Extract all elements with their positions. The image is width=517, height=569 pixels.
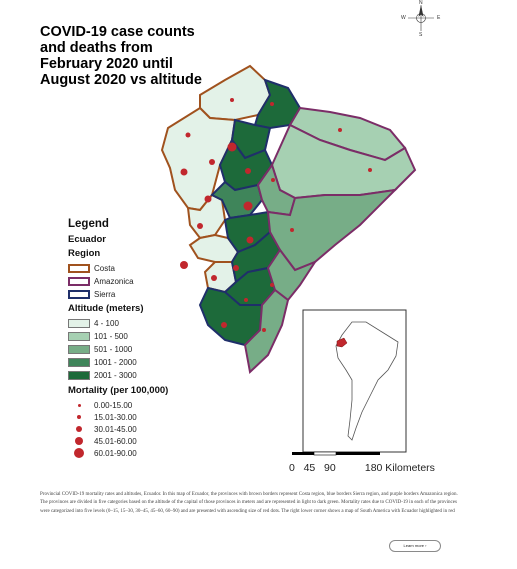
- learn-more-button[interactable]: Learn more ›: [389, 540, 441, 552]
- altitude-label: 501 - 1000: [94, 345, 133, 354]
- altitude-label: 2001 - 3000: [94, 371, 137, 380]
- mortality-dot: [233, 265, 239, 271]
- mortality-legend-item: 0.00-15.00: [68, 399, 188, 411]
- compass-rose: [408, 5, 434, 31]
- region-swatch: [68, 264, 90, 273]
- mortality-dot: [243, 201, 253, 211]
- mortality-dot: [197, 223, 203, 229]
- altitude-legend-item: 501 - 1000: [68, 343, 188, 356]
- region-label: Sierra: [94, 290, 116, 299]
- mortality-label: 60.01-90.00: [94, 448, 137, 458]
- mortality-dot: [270, 102, 274, 106]
- mortality-dot-symbol: [77, 403, 81, 407]
- mortality-dot: [290, 228, 294, 232]
- mortality-label: 15.01-30.00: [94, 412, 137, 422]
- mortality-dot: [211, 275, 217, 281]
- mortality-legend-item: 45.01-60.00: [68, 435, 188, 447]
- amazonica-zamora-province: [243, 288, 290, 374]
- mortality-dot: [185, 132, 191, 138]
- mortality-dot: [230, 98, 234, 102]
- altitude-legend-item: 101 - 500: [68, 330, 188, 343]
- mortality-dot: [244, 298, 248, 302]
- legend-country: Ecuador: [68, 234, 107, 245]
- mortality-dot: [221, 322, 227, 328]
- mortality-dot: [204, 195, 212, 203]
- altitude-legend-item: 4 - 100: [68, 317, 188, 330]
- altitude-swatch: [68, 371, 90, 380]
- mortality-legend-item: 60.01-90.00: [68, 447, 188, 459]
- altitude-legend-item: 1001 - 2000: [68, 356, 188, 369]
- scale-bar: [292, 451, 380, 456]
- mortality-dot: [180, 168, 188, 176]
- legend-mortality-heading: Mortality (per 100,000): [68, 385, 169, 396]
- mortality-dot: [271, 178, 275, 182]
- mortality-dot: [227, 142, 237, 152]
- mortality-label: 45.01-60.00: [94, 436, 137, 446]
- region-swatch: [68, 290, 90, 299]
- mortality-dots: [180, 98, 372, 332]
- mortality-label: 30.01-45.00: [94, 424, 137, 434]
- south-america-outline: [335, 321, 399, 441]
- altitude-legend: 4 - 100 101 - 500 501 - 1000 1001 - 2000 200…: [68, 317, 188, 382]
- scale-bar-label: 0 45 90 180 Kilometers: [289, 462, 435, 474]
- figure-caption: Provincial COVID-19 mortality rates and …: [40, 492, 458, 514]
- altitude-label: 101 - 500: [94, 332, 128, 341]
- region-swatch: [68, 277, 90, 286]
- south-america-inset-map: [302, 309, 407, 453]
- mortality-legend-item: 15.01-30.00: [68, 411, 188, 423]
- compass-north-label: N: [419, 0, 423, 6]
- altitude-legend-item: 2001 - 3000: [68, 369, 188, 382]
- mortality-dot: [180, 261, 188, 269]
- map-title: COVID-19 case counts and deaths from Feb…: [40, 24, 202, 88]
- region-legend-item: Amazonica: [68, 275, 188, 288]
- legend-region-heading: Region: [68, 248, 101, 259]
- mortality-label: 0.00-15.00: [94, 400, 133, 410]
- region-label: Costa: [94, 264, 115, 273]
- compass-east-label: E: [437, 15, 441, 21]
- mortality-legend-item: 30.01-45.00: [68, 423, 188, 435]
- compass-west-label: W: [401, 15, 406, 21]
- mortality-legend: 0.00-15.00 15.01-30.00 30.01-45.00 45.01-60…: [68, 399, 188, 459]
- region-legend-item: Sierra: [68, 288, 188, 301]
- altitude-swatch: [68, 345, 90, 354]
- mortality-dot: [338, 128, 342, 132]
- compass-south-label: S: [419, 32, 423, 38]
- legend: Legend Ecuador Region Costa Amazonica Sier…: [68, 218, 188, 459]
- mortality-dot-symbol: [77, 415, 81, 419]
- altitude-label: 1001 - 2000: [94, 358, 137, 367]
- mortality-dot-symbol: [76, 426, 82, 432]
- altitude-swatch: [68, 319, 90, 328]
- mortality-dot: [270, 283, 274, 287]
- mortality-dot: [368, 168, 372, 172]
- mortality-dot: [246, 236, 254, 244]
- altitude-swatch: [68, 332, 90, 341]
- mortality-dot: [209, 159, 215, 165]
- altitude-swatch: [68, 358, 90, 367]
- altitude-label: 4 - 100: [94, 319, 119, 328]
- mortality-dot: [262, 328, 266, 332]
- mortality-dot-symbol: [75, 437, 83, 445]
- legend-altitude-heading: Altitude (meters): [68, 303, 144, 314]
- region-label: Amazonica: [94, 277, 134, 286]
- region-legend: Costa Amazonica Sierra: [68, 262, 188, 301]
- region-legend-item: Costa: [68, 262, 188, 275]
- ecuador-highlight: [336, 337, 348, 348]
- mortality-dot-symbol: [74, 448, 84, 458]
- legend-heading: Legend: [68, 218, 109, 230]
- mortality-dot: [245, 168, 251, 174]
